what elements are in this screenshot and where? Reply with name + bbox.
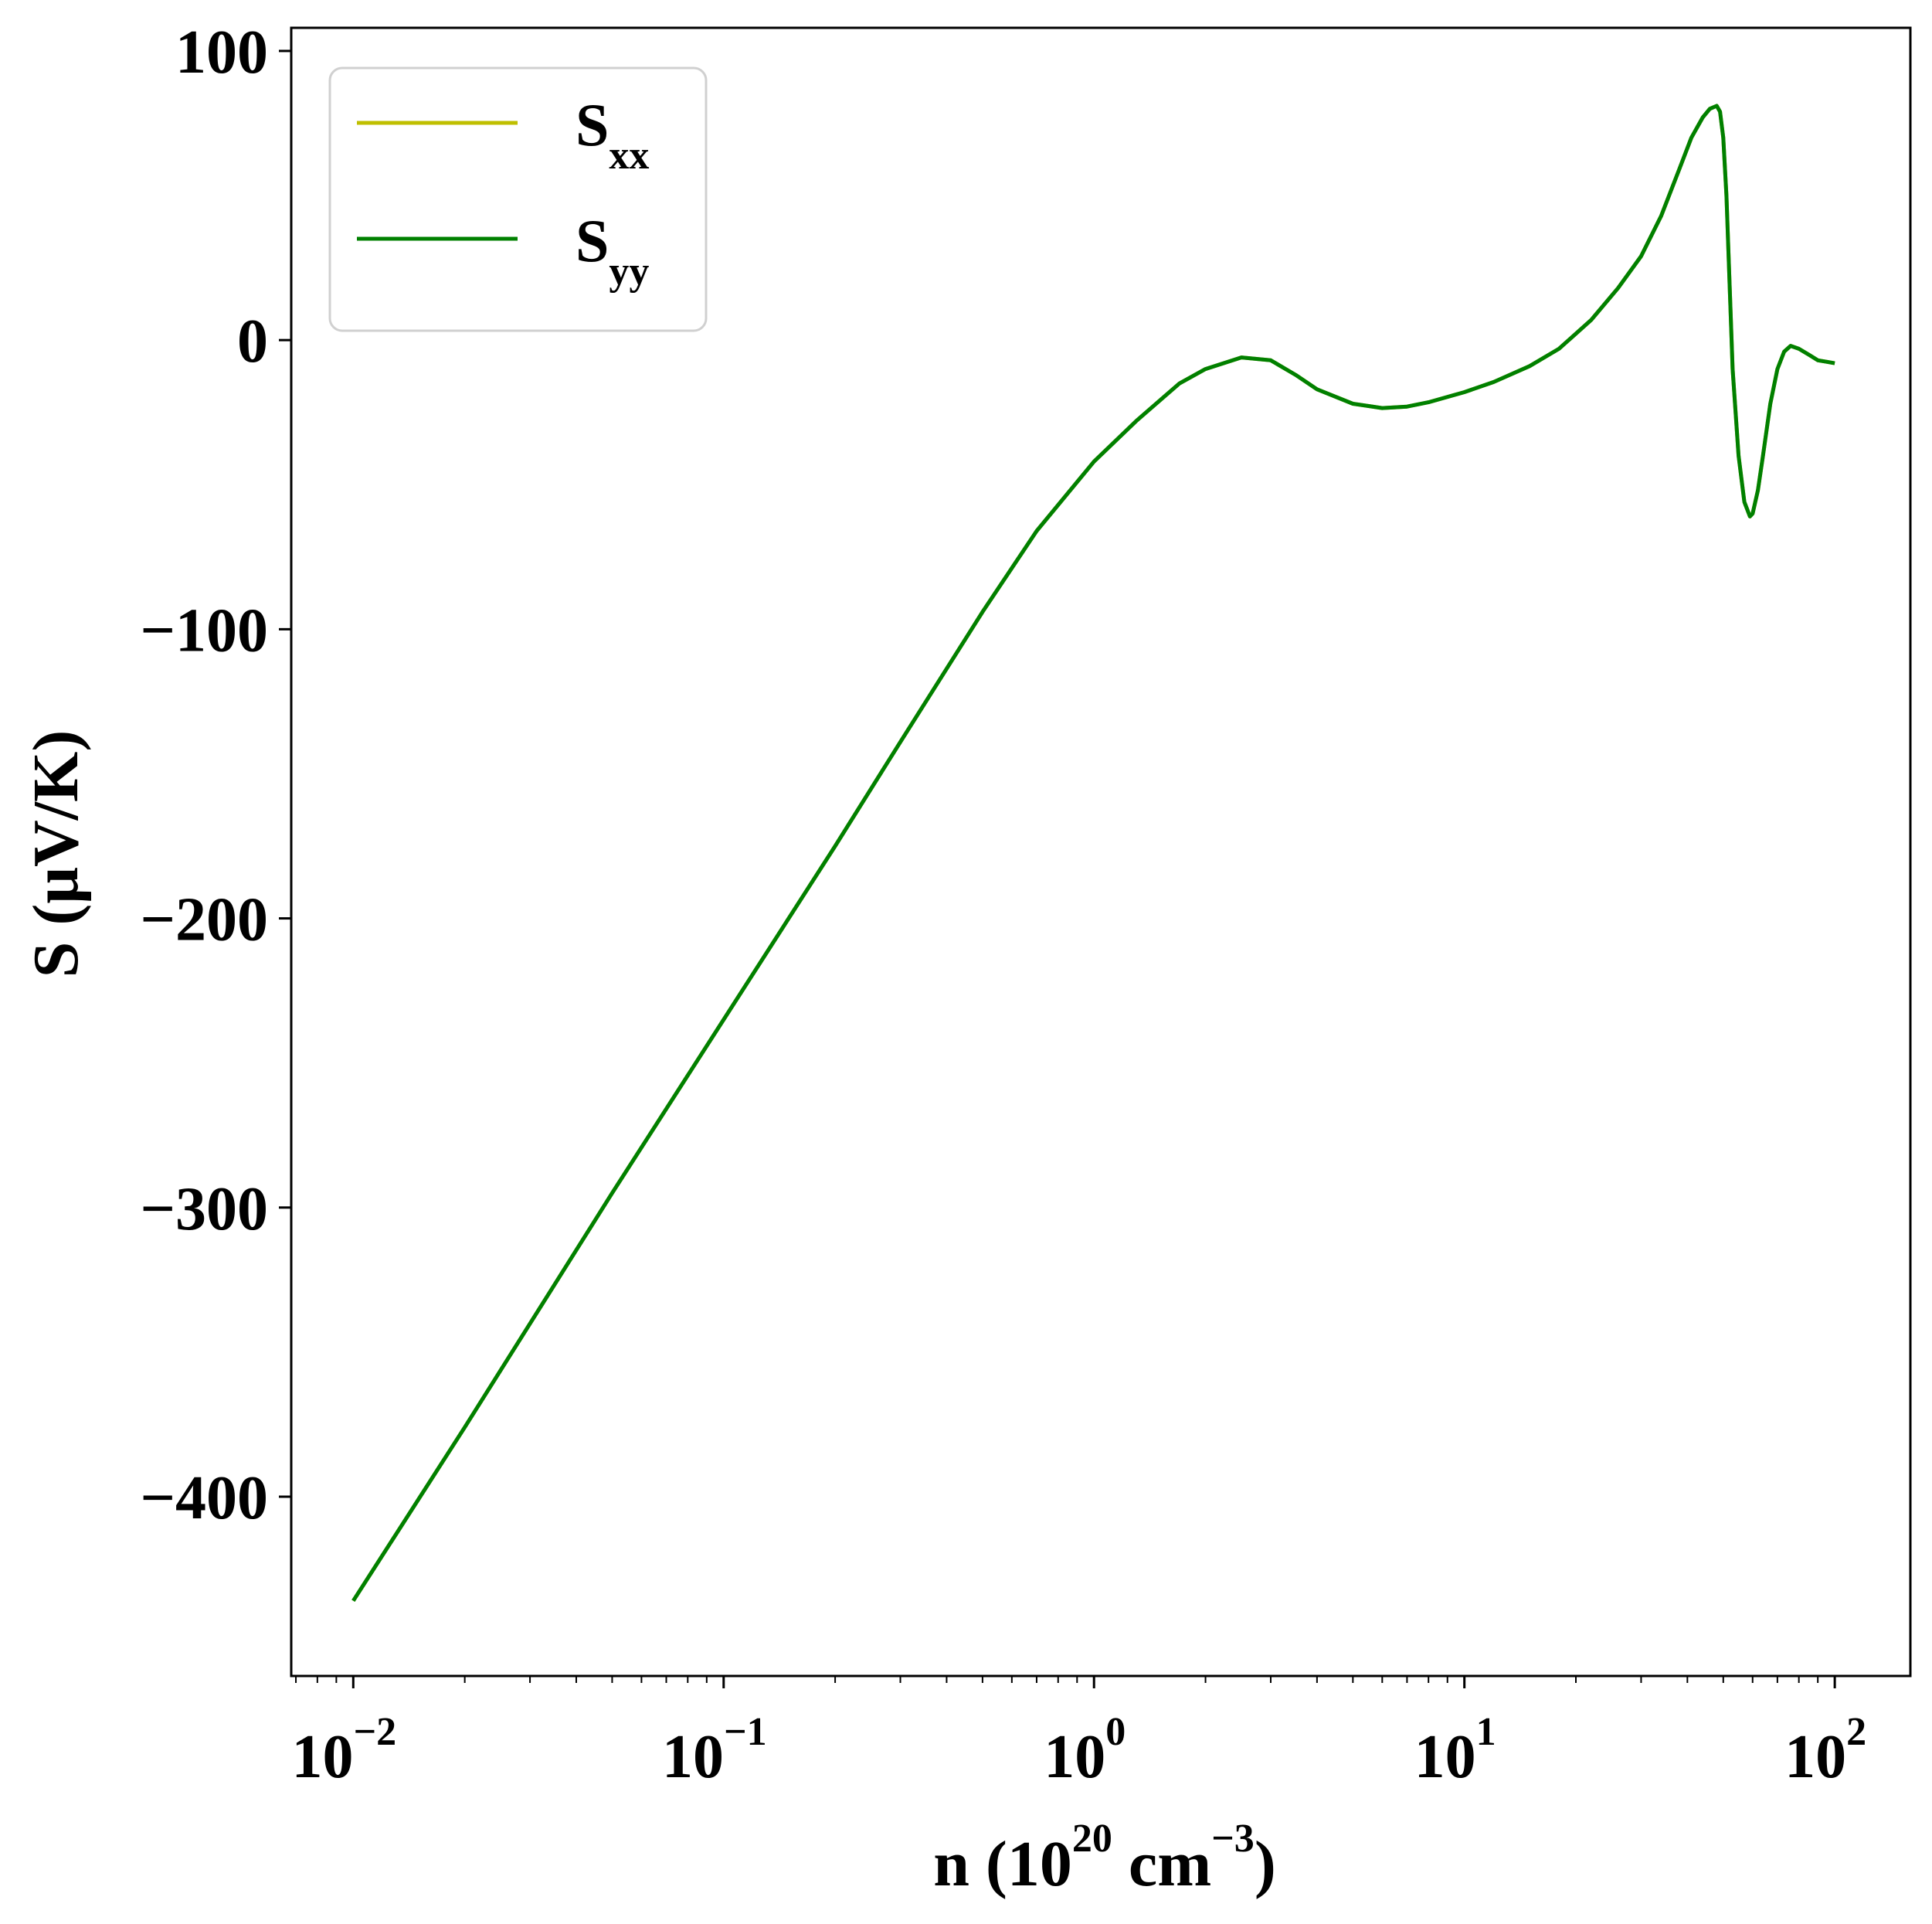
y-tick-label: −100 [140,597,268,665]
y-axis: 100 0 −100 −200 −300 −400 [140,19,291,1532]
x-axis-label-close: ) [1255,1828,1276,1900]
y-tick-label: 100 [175,19,268,87]
y-tick-label: −400 [140,1464,268,1532]
x-tick-label: 101 [1414,1710,1496,1791]
y-tick-label: −300 [140,1175,268,1243]
legend: Sxx Syy [330,68,706,331]
x-axis: 10−2 10−1 100 101 102 [291,1676,1866,1791]
x-tick-label: 102 [1784,1710,1866,1791]
x-tick-label: 10−2 [291,1710,396,1791]
x-tick-label: 10−1 [662,1710,767,1791]
y-tick-label: −200 [140,886,268,954]
x-axis-label-exponent: 20 [1072,1817,1112,1861]
legend-box [330,68,706,331]
x-axis-label: n (1020 cm−3) [933,1817,1276,1900]
x-tick-label: 100 [1044,1710,1126,1791]
y-tick-label: 0 [237,308,268,376]
x-axis-label-unit: cm [1112,1828,1211,1900]
y-axis-label: S (μV/K) [20,730,92,978]
x-axis-label-base: n (10 [933,1828,1072,1900]
x-axis-label-unit-exponent: −3 [1211,1817,1255,1861]
